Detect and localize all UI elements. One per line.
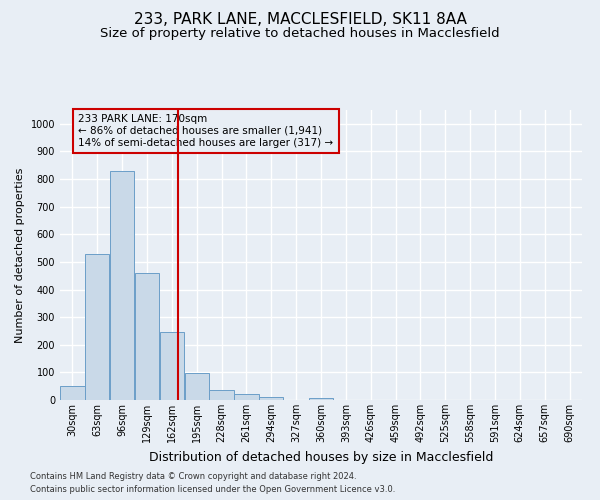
Bar (234, 394, 259, 400)
Bar (309, 398, 333, 400)
X-axis label: Distribution of detached houses by size in Macclesfield: Distribution of detached houses by size … (149, 450, 493, 464)
Bar (209, 390, 234, 400)
Bar (110, 171, 134, 400)
Bar (259, 396, 283, 400)
Bar (85, 254, 109, 400)
Bar (135, 273, 159, 400)
Text: Contains HM Land Registry data © Crown copyright and database right 2024.: Contains HM Land Registry data © Crown c… (30, 472, 356, 481)
Bar (160, 332, 184, 400)
Text: Contains public sector information licensed under the Open Government Licence v3: Contains public sector information licen… (30, 485, 395, 494)
Bar (60, 386, 85, 400)
Y-axis label: Number of detached properties: Number of detached properties (15, 168, 25, 342)
Text: 233, PARK LANE, MACCLESFIELD, SK11 8AA: 233, PARK LANE, MACCLESFIELD, SK11 8AA (134, 12, 466, 28)
Text: 233 PARK LANE: 170sqm
← 86% of detached houses are smaller (1,941)
14% of semi-d: 233 PARK LANE: 170sqm ← 86% of detached … (78, 114, 334, 148)
Text: Size of property relative to detached houses in Macclesfield: Size of property relative to detached ho… (100, 28, 500, 40)
Bar (185, 373, 209, 400)
